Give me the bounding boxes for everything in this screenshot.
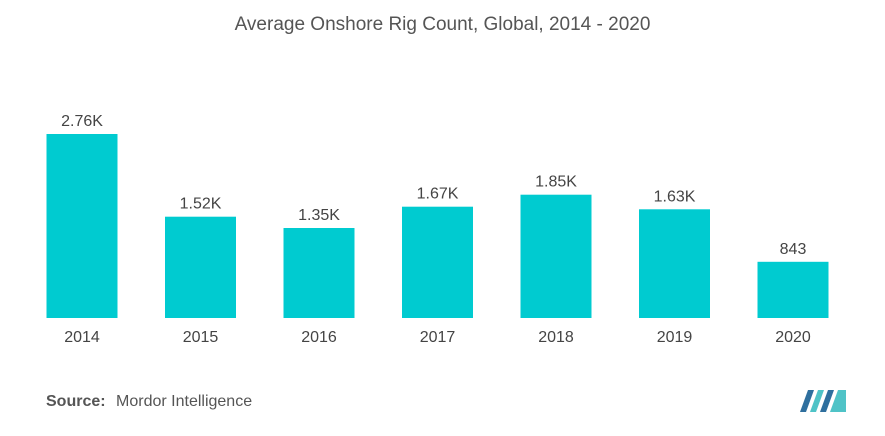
source-label: Source: xyxy=(46,393,106,410)
bar-chart: 2.76K 2014 1.52K 2015 1.35K 2016 1.67K 2017 1.85… xyxy=(46,113,829,346)
bar-2016 xyxy=(283,228,355,318)
bar-2018 xyxy=(520,194,592,318)
x-tick-label-2019: 2019 xyxy=(657,329,693,346)
x-tick-label-2017: 2017 xyxy=(420,329,456,346)
bar-2017 xyxy=(402,206,473,318)
chart-title: Average Onshore Rig Count, Global, 2014 … xyxy=(234,14,651,35)
bar-2015 xyxy=(165,216,236,318)
source-value: Mordor Intelligence xyxy=(116,393,253,410)
x-tick-label-2018: 2018 xyxy=(538,329,574,346)
bar-2020 xyxy=(757,261,829,318)
data-label-2015: 1.52K xyxy=(180,196,222,213)
data-label-2017: 1.67K xyxy=(417,186,459,203)
data-label-2018: 1.85K xyxy=(535,174,577,191)
bar-2014 xyxy=(46,134,118,318)
x-tick-label-2020: 2020 xyxy=(775,329,811,346)
data-label-2016: 1.35K xyxy=(298,207,340,224)
data-label-2020: 843 xyxy=(780,241,807,258)
data-label-2014: 2.76K xyxy=(61,113,103,130)
source-note: Source: Mordor Intelligence xyxy=(46,393,252,411)
x-tick-label-2014: 2014 xyxy=(64,329,100,346)
mordor-intelligence-logo-icon xyxy=(800,390,846,412)
x-tick-label-2015: 2015 xyxy=(183,329,219,346)
bar-2019 xyxy=(639,209,710,318)
x-tick-label-2016: 2016 xyxy=(301,329,337,346)
data-label-2019: 1.63K xyxy=(654,188,696,205)
